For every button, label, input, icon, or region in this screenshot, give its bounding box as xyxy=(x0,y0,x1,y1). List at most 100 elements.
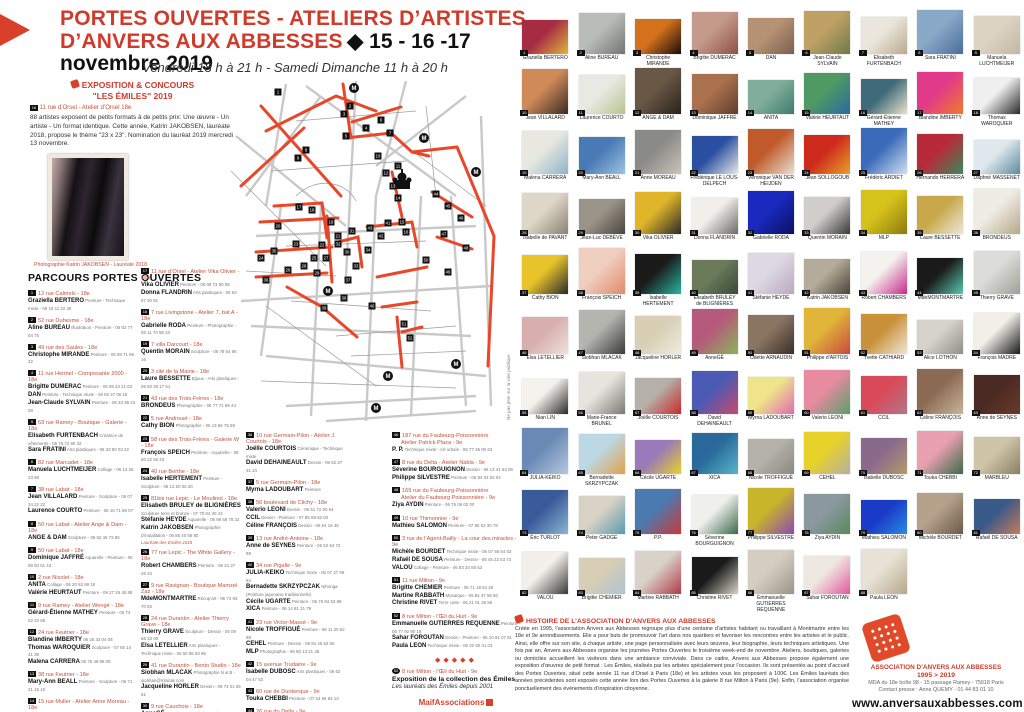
artwork-cell: 24 Jean SOLLOGOUB xyxy=(802,128,851,182)
artist-entry: Nicole TROFFIGUÉ Peinture - 06 11 20 52 … xyxy=(246,627,346,641)
map-marker-number: 5 xyxy=(345,134,348,139)
artwork-thumbnail: 88 xyxy=(858,549,907,596)
map-marker-number: 32 xyxy=(336,242,341,247)
studio-address: 41 23 rue Victor-Massé - 9e xyxy=(246,618,318,626)
studio-group: 22 5 rue Androuet - 18e Cathy BION Photogr… xyxy=(141,415,241,431)
map-marker-number: 36 xyxy=(264,278,269,283)
artwork-number-badge: 51 xyxy=(802,350,811,356)
studio-address: 29 41 rue Durantin - Bento Studio - 18e xyxy=(141,661,241,669)
artist-name: Mary-Ann BEALL xyxy=(28,679,78,686)
artwork-number-badge: 38 xyxy=(576,290,585,296)
studio-group: 38 56 boulevard de Clichy - 18e Valerio LE… xyxy=(246,499,346,530)
map-marker-number: 38 xyxy=(342,296,347,301)
artwork-artist-name: Isabelle HERTEMENT xyxy=(642,295,674,307)
studio-address: 8 50 rue Labat - Atelier Ange & Dam - 18e xyxy=(28,520,127,534)
map-marker-29 xyxy=(313,269,321,277)
artwork-cell: 9 Manuela LUCHTMEIJER xyxy=(971,8,1021,67)
artwork-cell: 30 Vika OLIVIER xyxy=(633,188,682,242)
map-marker-badge: 52 xyxy=(392,667,400,674)
artwork-number-badge: 69 xyxy=(802,470,811,476)
map-marker-number: 39 xyxy=(322,306,327,311)
artist-name: Dominique JAFFRÉ xyxy=(28,555,85,562)
artist-name: Brigitte DUMERAC xyxy=(28,384,82,391)
artist-info: Sculpture - Dessin - 06 09 68 33 00 xyxy=(141,628,236,642)
artist-name: Brigitte CHEMIER xyxy=(392,584,443,591)
artwork-artist-name: Emmanuelle GUTIERRES REQUENNE xyxy=(756,595,786,613)
map-marker-number: 2 xyxy=(349,104,352,109)
title-line2-dates: ◆ 15 - 16 -17 novembre 2019 xyxy=(60,29,471,76)
artwork-thumbnail: 51 xyxy=(802,308,851,356)
artist-name: Katrin JAKOBSEN xyxy=(141,525,194,532)
studio-address: 42 15 avenue Trudaine - 9e xyxy=(246,661,317,669)
artwork-thumbnail: 56 xyxy=(576,372,625,416)
artist-info: Peinture - 06 84 03 53 04 xyxy=(449,475,501,481)
artwork-cell: 59 Myrna LADOUBART xyxy=(745,368,795,422)
artist-entry: Isabelle DUBOSC Arts plastiques - 06 62 … xyxy=(246,669,346,683)
artwork-number-badge: 80 xyxy=(915,530,924,536)
artist-name: Siobhan MLACAK xyxy=(141,669,193,676)
map-marker-number: 41 xyxy=(386,221,391,226)
studio-group: 13 38 rue Feutrier - 18e Mary-Ann BEALL Pe… xyxy=(28,671,136,693)
metro-station-icon xyxy=(471,167,481,177)
do-not-litter-note: Ne pas jeter sur la voie publique xyxy=(506,354,511,420)
artwork-artist-name: AnneGÉ xyxy=(705,355,724,361)
artist-name: Touka CHEBBI xyxy=(246,695,288,702)
artwork-artist-name: Blandine IMBERTY xyxy=(918,115,962,121)
artwork-thumbnail: 50 xyxy=(745,315,794,356)
artwork-number-badge: 36 xyxy=(971,230,980,236)
map-marker-badge: 41 xyxy=(246,618,254,625)
artwork-artist-name: ANGE & DAM xyxy=(642,115,674,121)
artist-name: Elisabeth BRULEY de BLIGNIÈRES xyxy=(141,503,241,510)
artist-info: Aquarelle - 06 68 58 78 32 xyxy=(186,517,240,523)
artwork-thumbnail: 69 xyxy=(802,432,851,476)
emiles-expo-block: 52 8 rue Milton - l’Œil du Huit - 9e Expos… xyxy=(392,667,520,690)
metro-station-icon xyxy=(349,83,359,93)
artwork-cell: 52 Yvette CATHIARD xyxy=(858,308,908,362)
artist-info: Récup’art - 06 74 93 70 83 xyxy=(141,595,238,609)
map-marker-6 xyxy=(377,116,385,124)
artist-entry: Valerio LEONI Dessin - 06 51 72 50 64 xyxy=(246,507,346,515)
metro-station-icon xyxy=(451,359,461,369)
artist-info: Peinture - 06 16 71 98 07 xyxy=(82,508,134,514)
studio-address: 36 10 rue Germain-Pilon - Atelier J. Cour… xyxy=(246,432,336,445)
artwork-cell: 61 CCIL xyxy=(858,368,908,422)
artwork-thumbnail: 19 xyxy=(520,131,569,176)
parcours-column-4: 46 187 rue du Faubourg-Poissonnière Atelie… xyxy=(392,432,520,707)
map-marker-badge: 17 xyxy=(141,268,149,274)
studio-group: 24 40 rue Berthe - 18e Isabelle HERTEMENT … xyxy=(141,468,241,490)
artwork-number-badge: 31 xyxy=(689,230,698,236)
map-marker-51 xyxy=(400,320,408,328)
studio-group: 29 41 rue Durantin - Bento Studio - 18e Si… xyxy=(141,661,241,699)
artwork-thumbnail: 71 xyxy=(915,431,964,476)
parcours-column-1: 1 12 rue Calmels - 18e Graziella BERTERO P… xyxy=(28,290,136,712)
map-marker-badge: 46 xyxy=(392,432,400,438)
artwork-cell: 77 Philippe SILVESTRE xyxy=(745,488,795,542)
studio-group: 28 24 rue Durantin - Atelier Thierry Grav… xyxy=(141,614,241,658)
artist-info: Peinture - 06 74 52 22 68 xyxy=(28,609,131,623)
studio-address: 49 10 rue Thimonnier - 9e xyxy=(392,514,459,522)
artwork-artist-name: Frédéric ARDIET xyxy=(864,175,903,181)
artist-entry: ANITA Collage - 06 20 63 69 18 xyxy=(28,582,136,590)
map-marker-35 xyxy=(270,247,278,255)
artist-entry: David DEHAINEAULT Dessin - 06 62 37 31 2… xyxy=(246,460,346,474)
studio-group: 8 50 rue Labat - Atelier Ange & Dam - 18e… xyxy=(28,520,136,543)
map-marker-39 xyxy=(320,304,328,312)
map-marker-badge: 10 xyxy=(28,573,36,580)
artwork-artist-name: Vika OLIVIER xyxy=(642,235,674,241)
artist-entry: Donna FLANDRIN Arts plastiques - 06 63 6… xyxy=(141,290,241,304)
artwork-number-badge: 15 xyxy=(802,110,811,116)
artwork-cell: 45 Thierry GRAVE xyxy=(971,248,1021,302)
studio-address: 48 169 rue du Faubourg-Poissonnière xyxy=(392,487,489,495)
artwork-number-badge: 23 xyxy=(745,170,754,176)
map-marker-21 xyxy=(334,232,342,240)
map-marker-33 xyxy=(352,262,360,270)
website-link[interactable]: www.anversauxabbesses.com xyxy=(852,698,1023,711)
map-marker-28 xyxy=(300,262,308,270)
artist-note: Lauréate des Émiles 2018 xyxy=(141,539,193,545)
map-marker-badge: 4 xyxy=(28,370,36,377)
corner-triangle-decoration xyxy=(0,14,30,46)
artwork-artist-name: Sara FRATINI xyxy=(924,55,956,61)
artwork-cell: 57 Joëlle COURTOIS xyxy=(633,368,682,422)
artwork-thumbnail: 1 xyxy=(520,20,569,56)
artist-info: Photographie - 06 13 66 76 59 xyxy=(174,423,235,429)
